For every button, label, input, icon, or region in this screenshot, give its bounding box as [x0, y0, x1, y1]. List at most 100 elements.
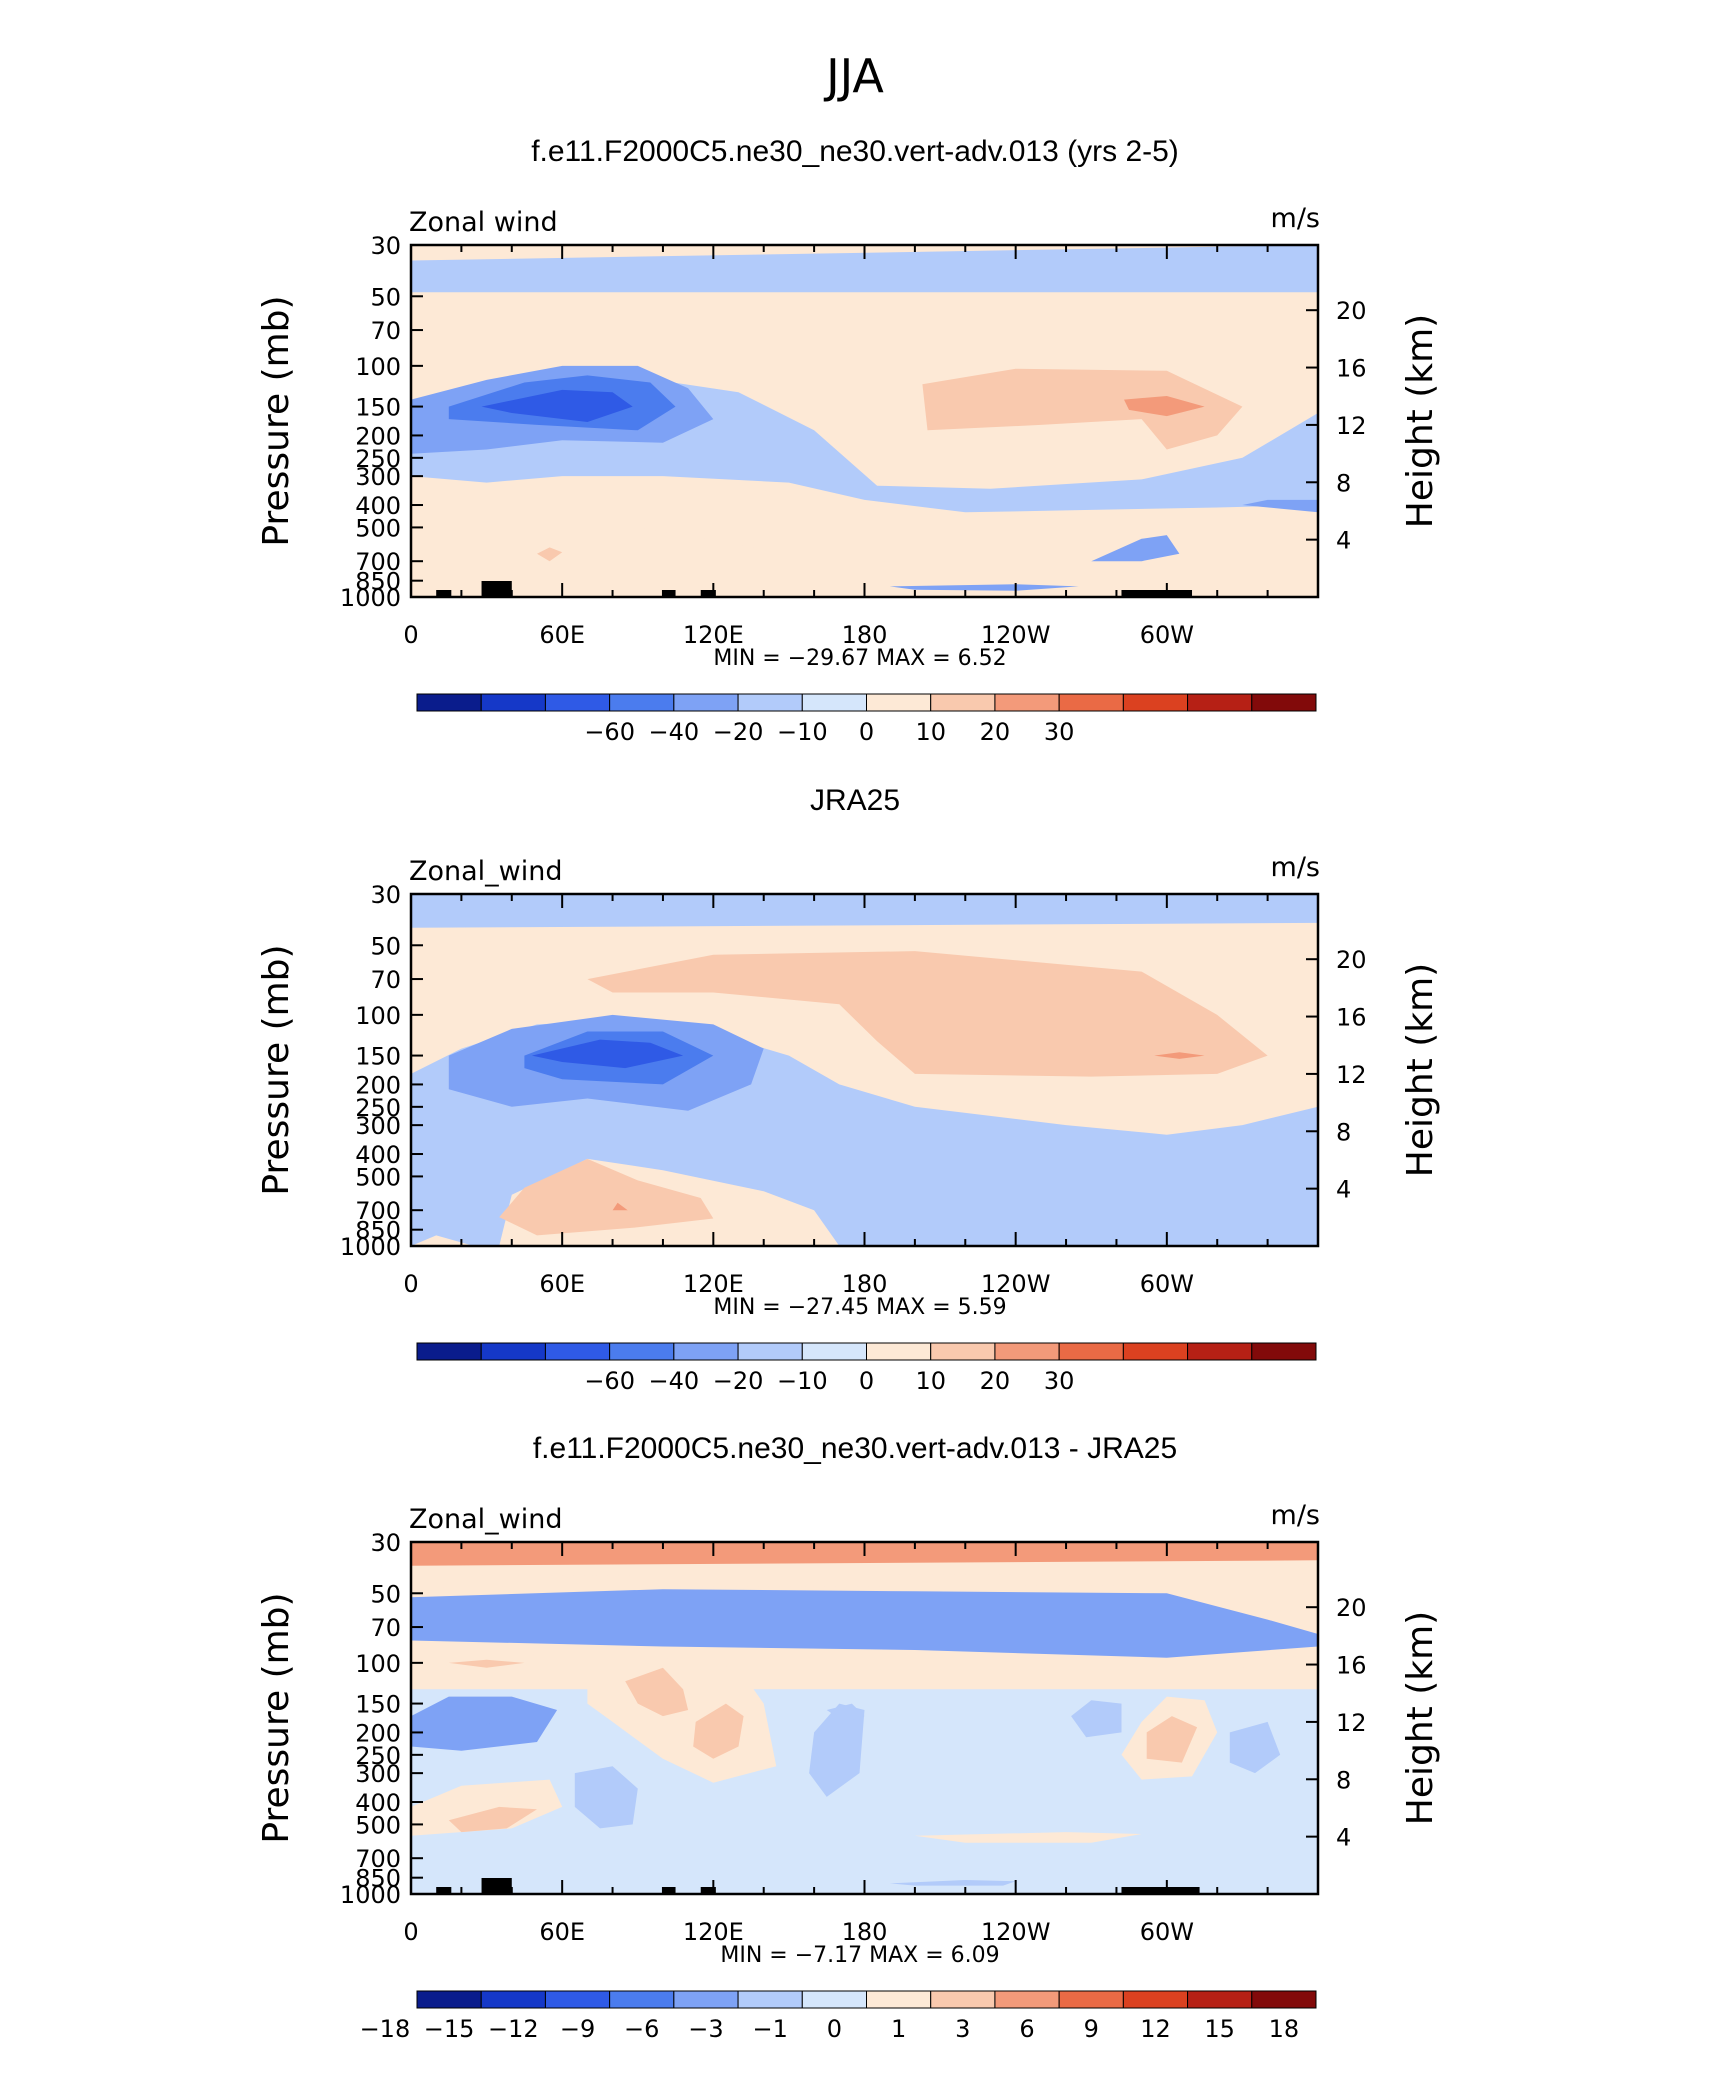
contour-region — [889, 584, 1079, 591]
colorbar-box — [1187, 693, 1253, 712]
colorbar-label: 20 — [980, 1367, 1011, 1395]
y-right-tick-label: 20 — [1336, 946, 1367, 974]
y-tick-label: 400 — [355, 492, 401, 520]
colorbar-box — [673, 1342, 739, 1361]
terrain-mask — [662, 590, 676, 597]
y-right-tick-label: 4 — [1336, 1824, 1351, 1852]
colorbar-box — [1058, 693, 1124, 712]
colorbar-label: 10 — [915, 718, 946, 746]
right-string: m/s — [1271, 203, 1320, 234]
colorbar-box — [994, 1990, 1060, 2009]
y-tick-label: 300 — [355, 463, 401, 491]
colorbar-box — [480, 1342, 546, 1361]
colorbar-label: −18 — [360, 2015, 411, 2043]
colorbar-label: −40 — [649, 1367, 700, 1395]
colorbar-label: −1 — [752, 2015, 787, 2043]
contour-region — [461, 1703, 507, 1725]
y-axis-title: Pressure (mb) — [256, 295, 297, 546]
contour-region — [411, 245, 1318, 293]
y-tick-label: 850 — [355, 1217, 401, 1245]
colorbar-label: 9 — [1084, 2015, 1099, 2043]
panel-title: JRA25 — [810, 784, 900, 817]
y-right-tick-label: 12 — [1336, 1061, 1367, 1089]
colorbar-box — [1251, 1990, 1317, 2009]
colorbar-label: 10 — [915, 1367, 946, 1395]
y-tick-label: 70 — [370, 317, 401, 345]
colorbar-box — [609, 1990, 675, 2009]
colorbar-box — [866, 693, 932, 712]
x-tick-label: 120E — [683, 621, 744, 649]
y-tick-label: 500 — [355, 514, 401, 542]
colorbar-box — [544, 693, 611, 712]
colorbar-box — [866, 1990, 932, 2009]
contour-region — [809, 1703, 865, 1797]
y-tick-label: 300 — [355, 1112, 401, 1140]
colorbar-box — [1058, 1342, 1124, 1361]
y-tick-label: 850 — [355, 568, 401, 596]
y-tick-label: 30 — [370, 1529, 401, 1557]
y-right-tick-label: 16 — [1336, 1004, 1367, 1032]
colorbar-label: 3 — [955, 2015, 970, 2043]
colorbar-box — [480, 1990, 546, 2009]
x-tick-label: 60E — [539, 1270, 585, 1298]
y-axis-title: Pressure (mb) — [256, 1592, 297, 1843]
y-tick-label: 70 — [370, 966, 401, 994]
y-tick-label: 1000 — [340, 1233, 401, 1261]
terrain-mask — [436, 590, 452, 597]
colorbar-label: −60 — [584, 718, 635, 746]
colorbar: −18 −15 −12 −9 −6 −3 −1 0 1 3 6 9 12 15 18 — [360, 1990, 1317, 2043]
left-string: Zonal_wind — [409, 856, 563, 887]
colorbar-box — [801, 1990, 867, 2009]
y-right-tick-label: 8 — [1336, 469, 1351, 497]
y-right-tick-label: 16 — [1336, 1652, 1367, 1680]
colorbar-box — [416, 1342, 482, 1361]
colorbar-box — [1122, 693, 1189, 712]
colorbar-box — [1187, 1990, 1253, 2009]
x-tick-label: 60E — [539, 621, 585, 649]
y-axis-title-right: Height (km) — [1400, 963, 1441, 1177]
contour-region — [499, 1158, 714, 1236]
y-right-tick-label: 20 — [1336, 1594, 1367, 1622]
contour-region — [481, 389, 633, 422]
colorbar-label: −10 — [777, 1367, 828, 1395]
colorbar-box — [416, 1990, 482, 2009]
y-tick-label: 100 — [355, 353, 401, 381]
y-tick-label: 50 — [370, 283, 401, 311]
terrain-mask — [662, 1887, 676, 1894]
panel-title: f.e11.F2000C5.ne30_ne30.vert-adv.013 - J… — [533, 1432, 1177, 1465]
left-string: Zonal wind — [409, 207, 558, 238]
colorbar-box — [1251, 693, 1317, 712]
contour-region — [889, 1880, 1016, 1886]
contour-field — [411, 245, 1318, 597]
contour-region — [625, 1667, 689, 1717]
colorbar-box — [544, 1990, 611, 2009]
x-tick-label: 180 — [842, 621, 888, 649]
contour-region — [448, 1806, 537, 1833]
y-tick-label: 700 — [355, 1845, 401, 1873]
y-tick-label: 400 — [355, 1141, 401, 1169]
colorbar-box — [480, 693, 546, 712]
x-tick-label: 0 — [403, 1270, 418, 1298]
colorbar-box — [930, 1342, 996, 1361]
y-tick-label: 500 — [355, 1163, 401, 1191]
colorbar-label: −9 — [560, 2015, 595, 2043]
colorbar-box — [994, 1342, 1060, 1361]
y-tick-label: 700 — [355, 548, 401, 576]
contour-region — [1146, 1716, 1198, 1763]
main-title: JJA — [823, 49, 884, 103]
y-right-tick-label: 12 — [1336, 1709, 1367, 1737]
colorbar-label: −10 — [777, 718, 828, 746]
x-tick-label: 120W — [981, 1918, 1051, 1946]
y-tick-label: 250 — [355, 1742, 401, 1770]
y-tick-label: 400 — [355, 1789, 401, 1817]
colorbar-label: 12 — [1140, 2015, 1171, 2043]
colorbar-box — [1187, 1342, 1253, 1361]
y-tick-label: 100 — [355, 1002, 401, 1030]
terrain-mask — [700, 1887, 716, 1894]
y-tick-label: 1000 — [340, 1881, 401, 1909]
contour-region — [612, 1202, 628, 1211]
contour-region — [531, 1039, 684, 1069]
y-tick-label: 70 — [370, 1614, 401, 1642]
y-tick-label: 30 — [370, 881, 401, 909]
colorbar-label: 15 — [1204, 2015, 1235, 2043]
